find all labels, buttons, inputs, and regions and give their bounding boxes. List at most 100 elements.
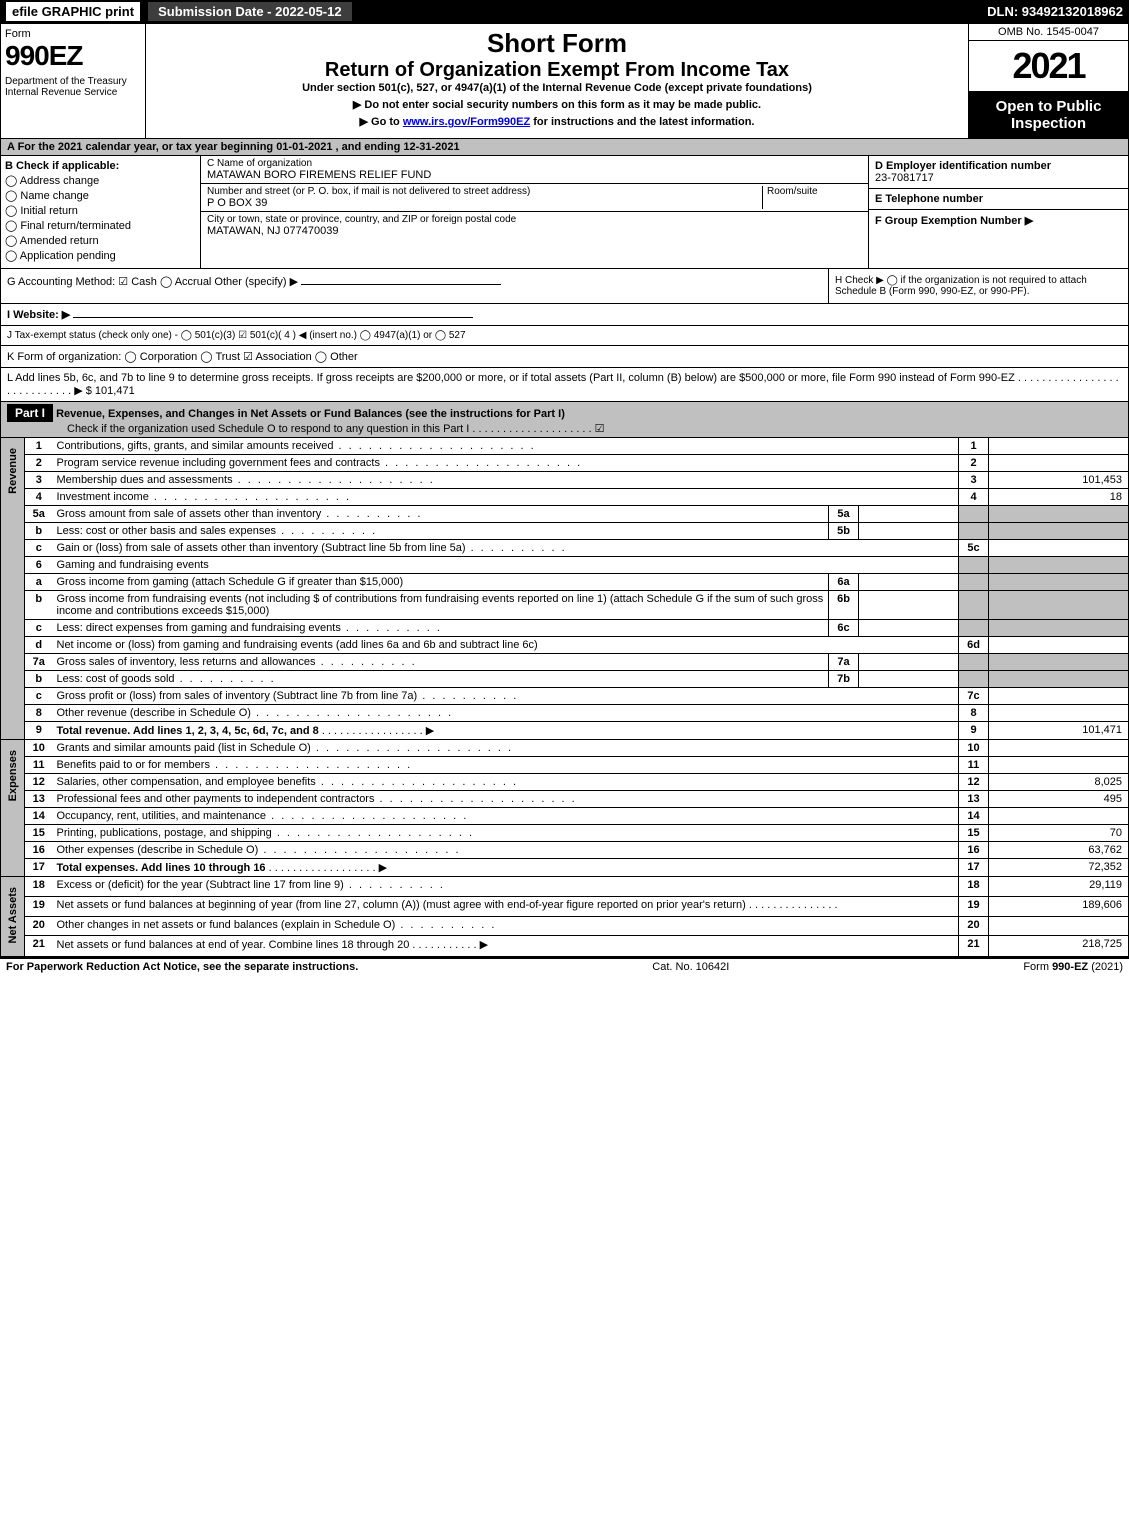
line-7b-subval [859, 671, 959, 688]
title-return: Return of Organization Exempt From Incom… [150, 59, 964, 82]
line-11-amt [989, 757, 1129, 774]
line-14-desc: Occupancy, rent, utilities, and maintena… [57, 810, 469, 822]
line-7b-desc: Less: cost of goods sold [57, 673, 276, 685]
line-1-amt [989, 438, 1129, 455]
line-9-lbl: 9 [959, 722, 989, 740]
row-a: A For the 2021 calendar year, or tax yea… [0, 139, 1129, 156]
line-7c-amt [989, 688, 1129, 705]
goto-pre: ▶ Go to [360, 116, 403, 128]
e-label: E Telephone number [875, 193, 983, 205]
line-16-amt: 63,762 [989, 842, 1129, 859]
line-6b-subval [859, 591, 959, 620]
line-18-amt: 29,119 [989, 877, 1129, 897]
footer-mid: Cat. No. 10642I [652, 961, 729, 973]
form-banner: Form 990EZ Department of the Treasury In… [0, 23, 1129, 139]
line-8-amt [989, 705, 1129, 722]
ein-value: 23-7081717 [875, 172, 934, 184]
section-b: B Check if applicable: ◯ Address change … [1, 156, 201, 268]
h-schedule-b: H Check ▶ ◯ if the organization is not r… [828, 269, 1128, 303]
line-5b-sublbl: 5b [829, 523, 859, 540]
banner-mid: Short Form Return of Organization Exempt… [146, 24, 968, 138]
line-17-amt: 72,352 [989, 859, 1129, 877]
g-accounting: G Accounting Method: ☑ Cash ◯ Accrual Ot… [1, 269, 828, 303]
part-i-title: Revenue, Expenses, and Changes in Net As… [56, 408, 565, 420]
line-4-amt: 18 [989, 489, 1129, 506]
line-19-amt: 189,606 [989, 896, 1129, 916]
line-6d-amt [989, 637, 1129, 654]
chk-final-return[interactable]: ◯ Final return/terminated [5, 219, 196, 232]
line-3-amt: 101,453 [989, 472, 1129, 489]
irs-link[interactable]: www.irs.gov/Form990EZ [403, 116, 530, 128]
line-5a-subval [859, 506, 959, 523]
row-i: I Website: ▶ [0, 304, 1129, 326]
line-7a-subval [859, 654, 959, 671]
org-street: P O BOX 39 [207, 197, 762, 209]
omb-number: OMB No. 1545-0047 [969, 24, 1128, 41]
chk-application-pending[interactable]: ◯ Application pending [5, 249, 196, 262]
line-15-lbl: 15 [959, 825, 989, 842]
line-8-lbl: 8 [959, 705, 989, 722]
c-street-label: Number and street (or P. O. box, if mail… [207, 186, 762, 197]
section-def: D Employer identification number 23-7081… [868, 156, 1128, 268]
chk-address-change[interactable]: ◯ Address change [5, 174, 196, 187]
line-7b-sublbl: 7b [829, 671, 859, 688]
chk-amended-return[interactable]: ◯ Amended return [5, 234, 196, 247]
goto-post: for instructions and the latest informat… [530, 116, 754, 128]
d-label: D Employer identification number [875, 160, 1051, 172]
i-website-label: I Website: ▶ [7, 309, 70, 321]
line-2-lbl: 2 [959, 455, 989, 472]
line-15-amt: 70 [989, 825, 1129, 842]
line-13-lbl: 13 [959, 791, 989, 808]
form-label: Form [5, 28, 141, 40]
revenue-side: Revenue [1, 438, 25, 740]
line-5b-subval [859, 523, 959, 540]
line-6d-desc: Net income or (loss) from gaming and fun… [53, 637, 959, 654]
goto-line: ▶ Go to www.irs.gov/Form990EZ for instru… [150, 115, 964, 128]
line-6b-desc: Gross income from fundraising events (no… [53, 591, 829, 620]
top-bar: efile GRAPHIC print Submission Date - 20… [0, 0, 1129, 23]
line-18-desc: Excess or (deficit) for the year (Subtra… [57, 879, 445, 891]
line-7c-lbl: 7c [959, 688, 989, 705]
line-6c-desc: Less: direct expenses from gaming and fu… [53, 620, 829, 637]
subtitle: Under section 501(c), 527, or 4947(a)(1)… [150, 82, 964, 94]
line-6d-lbl: 6d [959, 637, 989, 654]
line-12-lbl: 12 [959, 774, 989, 791]
row-k: K Form of organization: ◯ Corporation ◯ … [0, 346, 1129, 368]
line-12-amt: 8,025 [989, 774, 1129, 791]
line-17-desc: Total expenses. Add lines 10 through 16 [57, 862, 266, 874]
line-13-desc: Professional fees and other payments to … [57, 793, 577, 805]
line-21-lbl: 21 [959, 936, 989, 957]
line-13-amt: 495 [989, 791, 1129, 808]
line-11-lbl: 11 [959, 757, 989, 774]
line-5a-sublbl: 5a [829, 506, 859, 523]
line-14-lbl: 14 [959, 808, 989, 825]
b-header: B Check if applicable: [5, 160, 119, 172]
line-1-desc: Contributions, gifts, grants, and simila… [53, 438, 959, 455]
title-short-form: Short Form [150, 28, 964, 59]
row-gh: G Accounting Method: ☑ Cash ◯ Accrual Ot… [0, 269, 1129, 304]
chk-name-change[interactable]: ◯ Name change [5, 189, 196, 202]
line-19-lbl: 19 [959, 896, 989, 916]
line-3-desc: Membership dues and assessments [57, 474, 435, 486]
website-input[interactable] [73, 317, 473, 318]
line-5b-desc: Less: cost or other basis and sales expe… [57, 525, 378, 537]
line-19-desc: Net assets or fund balances at beginning… [53, 896, 959, 916]
line-10-desc: Grants and similar amounts paid (list in… [57, 742, 514, 754]
footer-right: Form 990-EZ (2021) [1023, 961, 1123, 973]
c-city-label: City or town, state or province, country… [207, 214, 862, 225]
line-8-desc: Other revenue (describe in Schedule O) [57, 707, 454, 719]
line-4-lbl: 4 [959, 489, 989, 506]
line-10-amt [989, 740, 1129, 757]
line-2-amt [989, 455, 1129, 472]
submission-date: Submission Date - 2022-05-12 [148, 2, 352, 21]
line-16-desc: Other expenses (describe in Schedule O) [57, 844, 461, 856]
line-3-lbl: 3 [959, 472, 989, 489]
chk-initial-return[interactable]: ◯ Initial return [5, 204, 196, 217]
line-11-desc: Benefits paid to or for members [57, 759, 413, 771]
dln-label: DLN: 93492132018962 [987, 4, 1123, 19]
line-9-amt: 101,471 [989, 722, 1129, 740]
line-12-desc: Salaries, other compensation, and employ… [57, 776, 519, 788]
efile-label[interactable]: efile GRAPHIC print [6, 2, 140, 21]
section-c: C Name of organization MATAWAN BORO FIRE… [201, 156, 868, 268]
open-to-public: Open to Public Inspection [969, 92, 1128, 138]
